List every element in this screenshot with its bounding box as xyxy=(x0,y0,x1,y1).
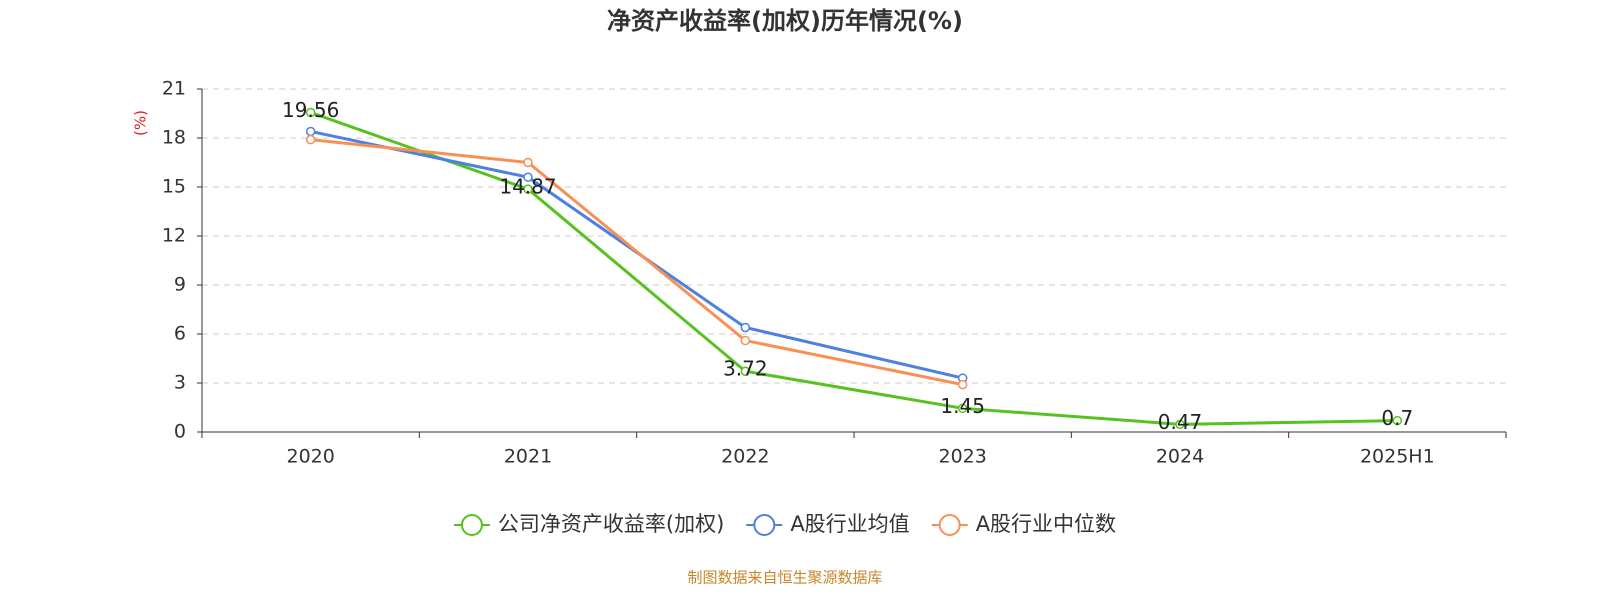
series-line xyxy=(310,129,964,380)
data-point xyxy=(957,379,968,390)
legend-marker xyxy=(938,514,961,536)
y-tick-label: 0 xyxy=(174,421,186,443)
data-point xyxy=(523,184,533,194)
x-tick-label: 2020 xyxy=(286,446,334,468)
data-label: 0.47 xyxy=(1158,410,1203,434)
data-point xyxy=(740,322,751,333)
source-note: 制图数据来自恒生聚源数据库 xyxy=(687,569,882,587)
y-tick-label: 9 xyxy=(174,274,186,296)
data-point xyxy=(305,107,316,118)
y-tick-label: 3 xyxy=(174,372,186,394)
x-tick-label: 2022 xyxy=(721,446,769,468)
x-tick-label: 2021 xyxy=(504,446,552,468)
y-tick-label: 15 xyxy=(162,176,186,198)
data-point xyxy=(305,134,316,145)
legend: 公司净资产收益率(加权) A股行业均值 A股行业中位数 xyxy=(453,512,1116,536)
data-point xyxy=(1175,419,1185,430)
data-point xyxy=(740,366,751,376)
data-point xyxy=(305,126,316,137)
data-point xyxy=(523,172,533,182)
legend-marker xyxy=(460,514,483,536)
data-point xyxy=(740,335,751,346)
legend-label: 公司净资产收益率(加权) xyxy=(498,512,724,536)
legend-label: A股行业中位数 xyxy=(976,512,1116,536)
legend-label: A股行业均值 xyxy=(790,512,909,536)
data-label: 19.56 xyxy=(282,98,339,122)
data-point xyxy=(523,157,533,168)
data-label: 0.7 xyxy=(1381,406,1413,430)
y-axis-label: (%) xyxy=(132,110,150,136)
chart-title: 净资产收益率(加权)历年情况(%) xyxy=(607,7,963,35)
y-tick-label: 18 xyxy=(162,127,186,149)
data-point xyxy=(1392,415,1403,426)
y-tick-label: 6 xyxy=(174,323,186,345)
data-label: 1.45 xyxy=(940,394,985,418)
series-line xyxy=(310,111,1398,426)
data-point xyxy=(957,403,968,414)
y-tick-label: 21 xyxy=(162,78,186,100)
legend-marker xyxy=(753,514,776,536)
data-label: 3.72 xyxy=(723,357,768,381)
x-tick-label: 2024 xyxy=(1156,446,1204,468)
series-line xyxy=(310,138,963,387)
x-tick-label: 2023 xyxy=(938,446,986,468)
data-label: 14.87 xyxy=(499,175,556,199)
y-tick-label: 12 xyxy=(162,225,186,247)
x-tick-label: 2025H1 xyxy=(1360,446,1435,468)
